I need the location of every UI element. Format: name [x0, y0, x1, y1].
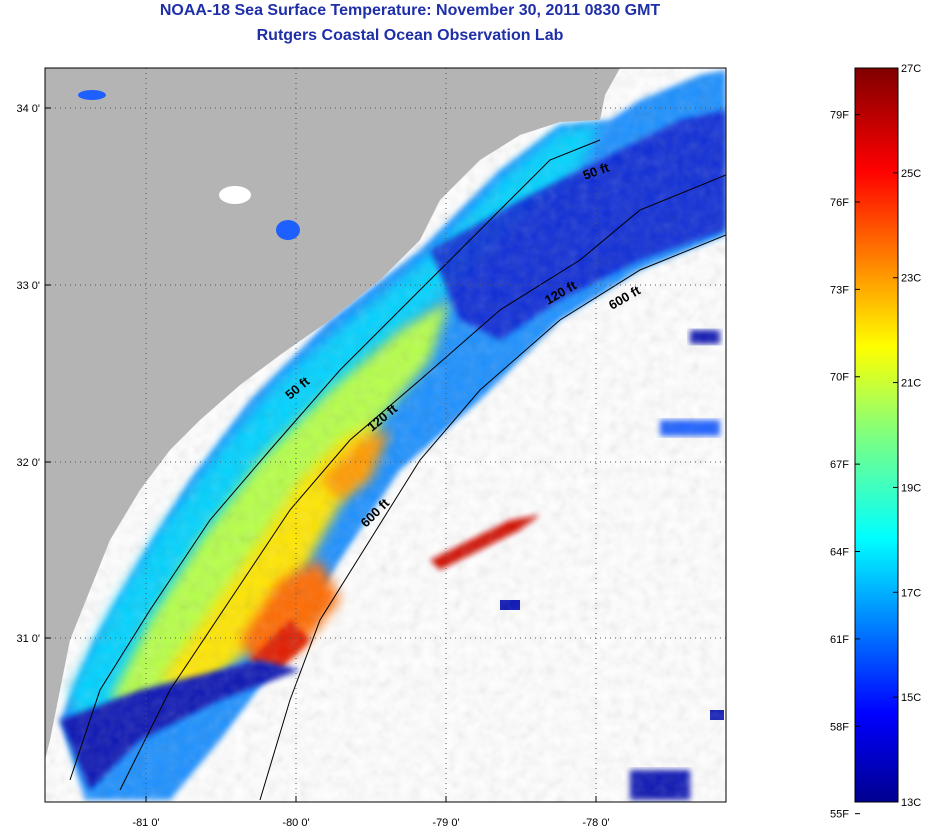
- axis-ticks: [45, 107, 597, 802]
- colorbar-label-celsius: 23C: [901, 273, 921, 285]
- lat-tick-label: 32 0': [16, 457, 40, 469]
- graticule: [45, 68, 726, 802]
- colorbar-label-celsius: 25C: [901, 168, 921, 180]
- colorbar-label-celsius: 15C: [901, 692, 921, 704]
- colorbar-label-celsius: 13C: [901, 797, 921, 809]
- colorbar-label-fahrenheit: 64F: [830, 547, 849, 559]
- lake: [219, 186, 251, 204]
- colorbar-label-fahrenheit: 79F: [830, 110, 849, 122]
- colorbar-label-fahrenheit: 67F: [830, 459, 849, 471]
- chart-subtitle: Rutgers Coastal Ocean Observation Lab: [256, 27, 564, 44]
- colorbar-label-celsius: 19C: [901, 482, 921, 494]
- lake: [78, 90, 106, 100]
- lon-tick-label: -78 0': [582, 817, 609, 829]
- colorbar: [854, 67, 899, 803]
- lake: [276, 220, 300, 240]
- colorbar-label-celsius: 27C: [901, 63, 921, 75]
- land-mass: [45, 68, 600, 760]
- colorbar-label-fahrenheit: 73F: [830, 284, 849, 296]
- colorbar-ticks: 27C 25C 23C 21C 19C 17C 15C 13C 79F 76F 73F 70F 67F 6…: [830, 63, 921, 821]
- lat-tick-label: 34 0': [16, 103, 40, 115]
- colorbar-label-celsius: 17C: [901, 587, 921, 599]
- lat-tick-label: 31 0': [16, 633, 40, 645]
- lon-tick-label: -80 0': [282, 817, 309, 829]
- lon-tick-label: -79 0': [432, 817, 459, 829]
- bathymetry-contours: [69, 139, 726, 801]
- chart-title: NOAA-18 Sea Surface Temperature: Novembe…: [159, 2, 661, 19]
- colorbar-label-fahrenheit: 61F: [830, 634, 849, 646]
- map-frame: [44, 67, 727, 803]
- lat-tick-label: 33 0': [16, 280, 40, 292]
- colorbar-label-celsius: 21C: [901, 378, 921, 390]
- colorbar-label-fahrenheit: 58F: [830, 721, 849, 733]
- colorbar-label-fahrenheit: 55F: [830, 809, 849, 821]
- map-area: 50 ft 120 ft 600 ft 50 ft 120 ft 600 ft: [45, 68, 726, 802]
- colorbar-label-fahrenheit: 70F: [830, 372, 849, 384]
- colorbar-label-fahrenheit: 76F: [830, 197, 849, 209]
- lon-tick-label: -81 0': [132, 817, 159, 829]
